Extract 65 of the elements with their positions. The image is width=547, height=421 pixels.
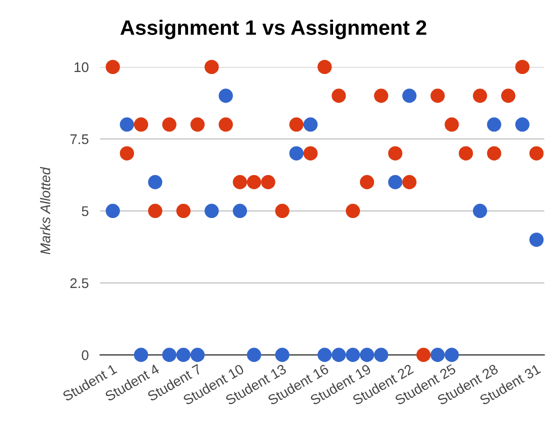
y-tick-label: 2.5 bbox=[70, 278, 88, 288]
point bbox=[162, 117, 176, 132]
y-tick-label: 10 bbox=[74, 62, 88, 72]
point bbox=[444, 117, 459, 132]
point bbox=[120, 117, 134, 132]
point bbox=[416, 348, 431, 362]
point bbox=[204, 204, 219, 218]
point bbox=[218, 117, 233, 132]
point bbox=[232, 175, 248, 190]
point bbox=[529, 232, 544, 247]
point bbox=[402, 88, 417, 103]
point bbox=[303, 117, 318, 132]
point bbox=[120, 146, 134, 160]
point bbox=[332, 88, 346, 103]
point bbox=[487, 146, 502, 160]
point bbox=[275, 348, 290, 362]
point bbox=[458, 146, 473, 160]
point bbox=[204, 60, 219, 74]
point bbox=[261, 175, 276, 190]
point bbox=[134, 348, 148, 362]
chart-title: Assignment 1 vs Assignment 2 bbox=[120, 20, 426, 40]
point bbox=[218, 88, 233, 103]
point bbox=[106, 204, 120, 218]
point bbox=[529, 146, 544, 160]
point bbox=[318, 348, 332, 362]
point bbox=[388, 175, 402, 190]
point bbox=[346, 204, 360, 218]
point bbox=[472, 88, 488, 103]
point bbox=[402, 175, 417, 190]
point bbox=[134, 117, 148, 132]
point bbox=[176, 204, 191, 218]
point bbox=[148, 175, 162, 190]
point bbox=[430, 348, 445, 362]
point bbox=[162, 348, 176, 362]
point bbox=[388, 146, 402, 160]
point bbox=[318, 60, 332, 74]
point bbox=[346, 348, 360, 362]
y-axis-title: Marks Allotted bbox=[40, 166, 50, 254]
point bbox=[176, 348, 191, 362]
point bbox=[472, 204, 488, 218]
point bbox=[360, 348, 374, 362]
point bbox=[374, 88, 388, 103]
point bbox=[289, 146, 304, 160]
point bbox=[515, 60, 530, 74]
point bbox=[232, 204, 248, 218]
point bbox=[487, 117, 502, 132]
point bbox=[374, 348, 388, 362]
point bbox=[515, 117, 530, 132]
point bbox=[332, 348, 346, 362]
point bbox=[303, 146, 318, 160]
point bbox=[148, 204, 162, 218]
point bbox=[289, 117, 304, 132]
y-tick-label: 5 bbox=[82, 206, 88, 216]
point bbox=[106, 60, 120, 74]
point bbox=[246, 348, 262, 362]
point bbox=[246, 175, 262, 190]
y-tick-label: 0 bbox=[82, 350, 88, 360]
point bbox=[360, 175, 374, 190]
y-tick-label: 7.5 bbox=[70, 134, 88, 144]
point bbox=[190, 348, 205, 362]
point bbox=[430, 88, 445, 103]
point bbox=[275, 204, 290, 218]
point bbox=[190, 117, 205, 132]
point bbox=[444, 348, 459, 362]
point bbox=[501, 88, 516, 103]
